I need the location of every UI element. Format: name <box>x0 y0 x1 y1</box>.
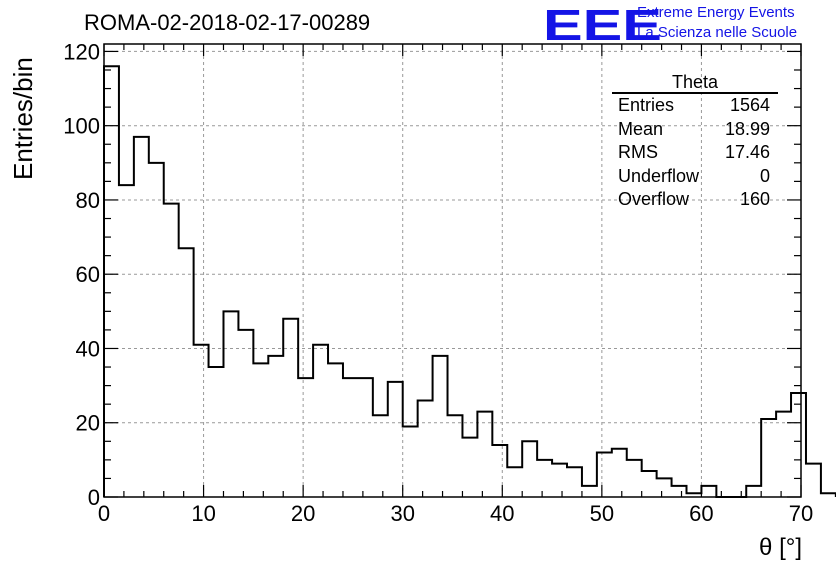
histogram-bin <box>104 66 119 497</box>
histogram-bin <box>477 412 492 497</box>
stats-row-rms: RMS 17.46 <box>612 141 778 165</box>
x-tick-label: 60 <box>689 501 713 526</box>
histogram-bin <box>806 464 821 497</box>
stats-label: Mean <box>618 118 664 139</box>
stats-label: RMS <box>618 142 658 162</box>
histogram-bin <box>627 460 642 497</box>
histogram-bin <box>119 185 134 497</box>
histogram-bin <box>672 486 687 497</box>
histogram-bin <box>209 367 224 497</box>
stats-row-overflow: Overflow 160 <box>612 188 778 212</box>
stats-value: 18.99 <box>724 118 770 139</box>
histogram-bin <box>522 441 537 497</box>
histogram-bin <box>776 412 791 497</box>
y-tick-label: 100 <box>63 114 100 139</box>
histogram-bin <box>418 400 433 497</box>
histogram-bin <box>507 467 522 497</box>
histogram-bin <box>328 363 343 497</box>
histogram-bin <box>462 438 477 497</box>
histogram-bin <box>179 248 194 497</box>
histogram-bin <box>746 486 761 497</box>
stats-title: Theta <box>612 72 778 94</box>
logo-text-line1: Extreme Energy Events <box>637 4 795 21</box>
histogram-bin <box>253 363 268 497</box>
histogram-bin <box>149 163 164 497</box>
x-tick-label: 20 <box>291 501 315 526</box>
histogram-bin <box>373 415 388 497</box>
y-tick-label: 60 <box>76 262 100 287</box>
y-tick-label: 20 <box>76 411 100 436</box>
stats-value: 0 <box>759 165 770 186</box>
histogram-bin <box>701 486 716 497</box>
histogram-bin <box>552 464 567 497</box>
x-axis-label: θ [°] <box>759 534 802 561</box>
histogram-bin <box>358 378 373 497</box>
stats-row-underflow: Underflow 0 <box>612 165 778 189</box>
histogram-bin <box>343 378 358 497</box>
histogram-bin <box>567 467 582 497</box>
y-tick-label: 80 <box>76 188 100 213</box>
x-tick-label: 10 <box>191 501 215 526</box>
stats-label: Entries <box>618 95 675 115</box>
y-axis-label-wrapper: Entries/bin <box>8 57 38 181</box>
histogram-bin <box>283 319 298 497</box>
stats-value: 1564 <box>729 95 770 115</box>
stats-box: Theta Entries 1564 Mean 18.99 RMS 17.46 … <box>612 72 778 212</box>
histogram-line <box>103 65 836 498</box>
histogram-bin <box>298 378 313 497</box>
plot-frame <box>103 43 802 498</box>
stats-label: Underflow <box>618 165 700 186</box>
histogram-bin <box>791 393 806 497</box>
histogram-bin <box>268 356 283 497</box>
x-tick-label: 50 <box>590 501 614 526</box>
chart-title: ROMA-02-2018-02-17-00289 <box>84 10 371 35</box>
histogram-bin <box>597 452 612 497</box>
eee-logo: EEE <box>543 1 662 50</box>
histogram-bin <box>612 449 627 497</box>
y-tick-label: 0 <box>88 485 100 510</box>
histogram-bin <box>388 382 403 497</box>
histogram-bin <box>238 330 253 497</box>
histogram-bin <box>492 445 507 497</box>
x-tick-label: 0 <box>98 501 110 526</box>
histogram-bin <box>642 471 657 497</box>
histogram-bin <box>223 311 238 497</box>
stats-row-entries: Entries 1564 <box>612 94 778 118</box>
histogram-bin <box>313 345 328 497</box>
histogram-bin <box>657 478 672 497</box>
x-tick-label: 30 <box>390 501 414 526</box>
stats-row-mean: Mean 18.99 <box>612 118 778 142</box>
histogram-bin <box>433 356 448 497</box>
y-tick-label: 120 <box>63 39 100 64</box>
histogram-bin <box>448 415 463 497</box>
y-tick-label: 40 <box>76 336 100 361</box>
x-tick-label: 40 <box>490 501 514 526</box>
stats-value: 17.46 <box>724 142 770 162</box>
histogram-bin <box>134 137 149 497</box>
histogram-bin <box>194 345 209 497</box>
histogram-bin <box>403 426 418 497</box>
stats-value: 160 <box>739 189 770 209</box>
stats-label: Overflow <box>618 189 690 209</box>
logo-text-line2: La Scienza nelle Scuole <box>637 24 798 41</box>
y-axis-label: Entries/bin <box>8 57 38 180</box>
histogram-bin <box>164 204 179 497</box>
x-tick-label: 70 <box>789 501 813 526</box>
histogram-bin <box>582 486 597 497</box>
histogram-bin <box>761 419 776 497</box>
histogram-bin <box>537 460 552 497</box>
